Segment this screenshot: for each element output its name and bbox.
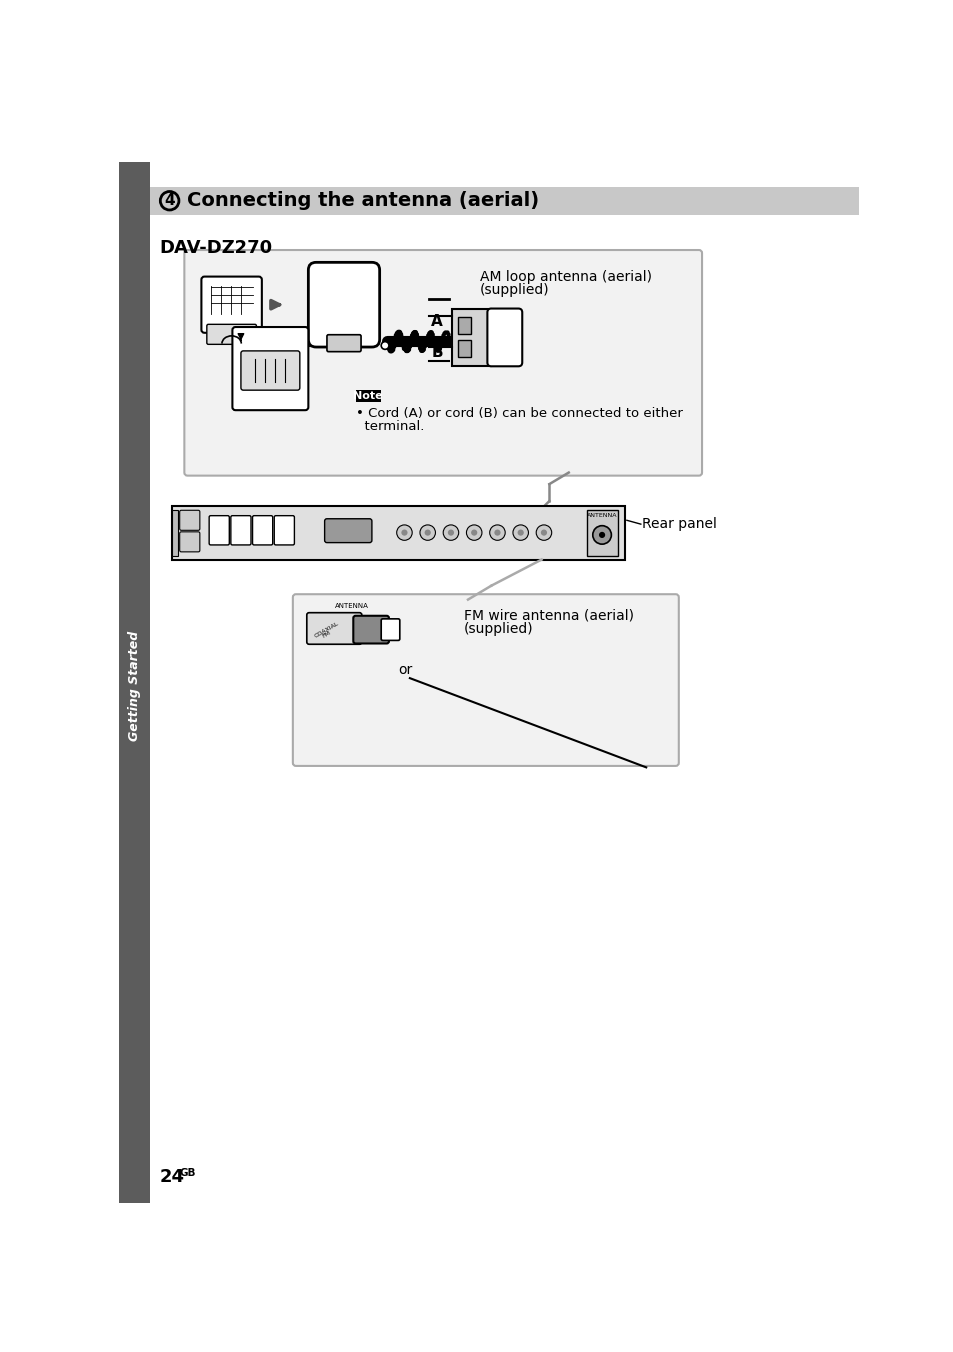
Bar [172,510,178,556]
Circle shape [447,530,454,535]
FancyBboxPatch shape [241,352,299,391]
FancyBboxPatch shape [184,250,701,476]
Text: terminal.: terminal. [355,420,423,433]
Circle shape [592,526,611,544]
Circle shape [517,530,523,535]
Circle shape [396,525,412,541]
Text: Note: Note [353,391,382,400]
FancyBboxPatch shape [452,308,491,366]
FancyBboxPatch shape [586,510,617,556]
FancyBboxPatch shape [201,277,261,333]
Text: (supplied): (supplied) [479,283,549,297]
Circle shape [536,525,551,541]
FancyBboxPatch shape [381,619,399,641]
Text: Rear panel: Rear panel [641,516,717,531]
Text: 4: 4 [164,193,174,208]
Bar [355,391,381,402]
Text: FM: FM [321,630,332,639]
Text: Connecting the antenna (aerial): Connecting the antenna (aerial) [187,191,538,211]
FancyBboxPatch shape [457,341,471,357]
Text: • Cord (A) or cord (B) can be connected to either: • Cord (A) or cord (B) can be connected … [355,407,681,420]
Circle shape [598,531,604,538]
FancyBboxPatch shape [179,510,199,530]
Text: ANTENNA: ANTENNA [335,603,368,608]
Circle shape [401,530,407,535]
Circle shape [419,525,435,541]
Circle shape [494,530,500,535]
Text: (supplied): (supplied) [464,622,533,635]
Text: COAXIAL: COAXIAL [314,621,339,638]
FancyBboxPatch shape [274,515,294,545]
FancyBboxPatch shape [307,612,361,645]
Circle shape [513,525,528,541]
FancyBboxPatch shape [209,515,229,545]
FancyBboxPatch shape [179,531,199,552]
Circle shape [443,525,458,541]
Text: A: A [431,314,442,329]
Text: DAV-DZ270: DAV-DZ270 [159,239,273,257]
Circle shape [540,530,546,535]
Text: 24: 24 [159,1168,184,1186]
Circle shape [424,530,431,535]
FancyBboxPatch shape [353,615,389,644]
Circle shape [489,525,505,541]
Text: FM wire antenna (aerial): FM wire antenna (aerial) [464,608,634,623]
FancyBboxPatch shape [293,595,679,767]
FancyBboxPatch shape [487,308,521,366]
Text: B: B [431,345,442,360]
Bar [119,162,150,1203]
Text: ANTENNA: ANTENNA [586,512,617,518]
FancyBboxPatch shape [324,519,372,542]
FancyBboxPatch shape [327,335,360,352]
FancyBboxPatch shape [231,515,251,545]
FancyBboxPatch shape [172,506,624,560]
Circle shape [466,525,481,541]
FancyBboxPatch shape [308,262,379,347]
FancyBboxPatch shape [207,324,256,345]
FancyBboxPatch shape [253,515,273,545]
Text: Getting Started: Getting Started [128,631,141,741]
FancyBboxPatch shape [233,327,308,410]
Text: GB: GB [179,1168,196,1178]
Text: AM loop antenna (aerial): AM loop antenna (aerial) [479,270,651,284]
Circle shape [471,530,476,535]
FancyBboxPatch shape [457,316,471,334]
Circle shape [381,342,389,349]
Bar [150,187,858,215]
Text: or: or [397,664,412,677]
